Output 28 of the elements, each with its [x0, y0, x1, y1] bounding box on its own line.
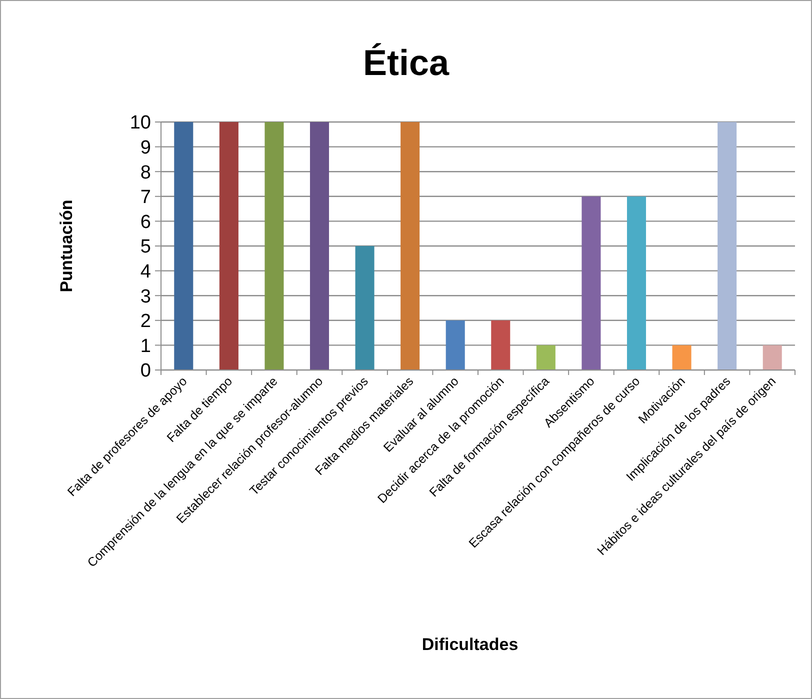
chart-title: Ética	[362, 42, 450, 83]
y-tick-label: 3	[140, 286, 151, 308]
bar	[400, 122, 420, 370]
y-tick-label: 4	[140, 261, 152, 282]
y-tick-label: 8	[140, 162, 151, 184]
y-tick-label: 9	[140, 137, 151, 158]
y-tick-label: 5	[140, 236, 151, 258]
bar	[582, 196, 601, 370]
bar	[264, 122, 284, 370]
y-tick-label: 2	[140, 311, 151, 332]
bar	[446, 320, 465, 370]
bar	[174, 122, 194, 370]
y-tick-label: 7	[140, 187, 151, 208]
bar	[762, 345, 782, 370]
y-axis-title: Puntuación	[57, 200, 76, 292]
x-axis-title: Dificultades	[422, 635, 518, 654]
bar	[672, 345, 692, 370]
y-tick-label: 0	[140, 360, 151, 382]
bar	[536, 345, 556, 370]
y-tick-label: 1	[140, 336, 151, 357]
bar	[626, 196, 646, 370]
y-tick-label: 6	[140, 212, 151, 233]
bar	[355, 246, 374, 370]
bar	[491, 320, 510, 370]
y-tick-label: 10	[130, 112, 151, 134]
bar	[310, 122, 330, 370]
bar	[718, 122, 737, 370]
bar	[219, 122, 238, 370]
